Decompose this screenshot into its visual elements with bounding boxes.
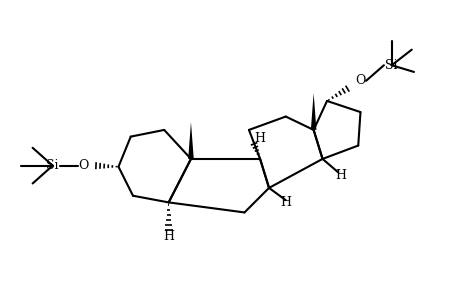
Polygon shape <box>310 93 316 130</box>
Text: Si: Si <box>46 159 59 172</box>
Polygon shape <box>188 122 193 159</box>
Text: O: O <box>354 74 365 87</box>
Text: H: H <box>334 169 345 182</box>
Text: H: H <box>280 196 291 209</box>
Text: O: O <box>78 159 89 172</box>
Text: H: H <box>254 132 265 145</box>
Text: H: H <box>163 230 174 244</box>
Text: Si: Si <box>385 59 397 72</box>
